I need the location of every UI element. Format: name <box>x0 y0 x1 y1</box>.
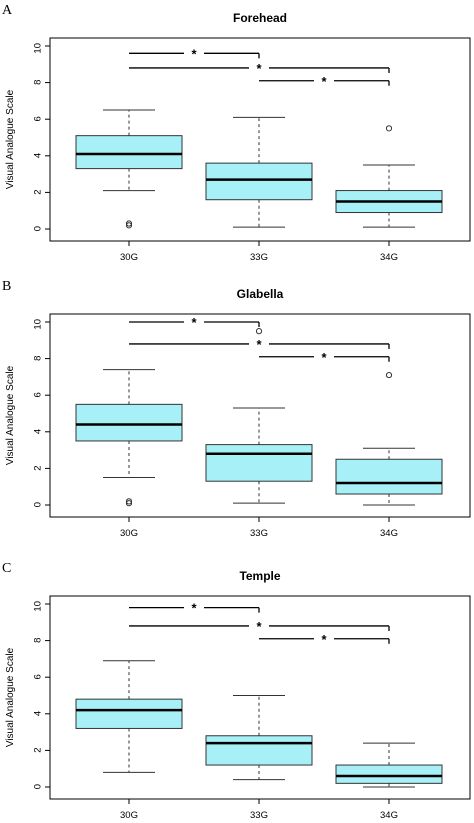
chart-title: Forehead <box>233 11 287 25</box>
significance-star: * <box>256 337 262 352</box>
y-tick-label: 8 <box>33 356 44 361</box>
y-axis-label: Visual Analogue Scale <box>5 89 16 189</box>
x-tick-label: 34G <box>380 528 398 539</box>
outlier-point <box>125 222 133 229</box>
panel-label: B <box>2 279 11 294</box>
significance-star: * <box>191 315 197 330</box>
y-tick-label: 8 <box>33 80 44 85</box>
significance-30g-34g: * <box>129 61 390 76</box>
panel-c: C Temple 0 2 4 6 8 10 Visual Analogue Scale 30G 33… <box>2 561 471 821</box>
y-tick-label: 2 <box>33 465 44 470</box>
box-34g <box>335 742 443 788</box>
chart-title: Glabella <box>237 287 284 301</box>
iqr-box <box>75 135 183 170</box>
y-tick-label: 6 <box>33 674 44 679</box>
significance-30g-33g: * <box>129 315 260 330</box>
iqr-box <box>205 162 313 201</box>
y-tick-label: 10 <box>33 601 44 612</box>
significance-30g-34g: * <box>129 619 390 634</box>
panel-a: A Forehead 0 2 4 6 8 10 Visual Analogue Scale 30G… <box>2 3 471 263</box>
x-tick-label: 30G <box>120 528 138 539</box>
significance-star: * <box>191 46 197 61</box>
y-tick-label: 8 <box>33 638 44 643</box>
significance-30g-33g: * <box>129 601 260 616</box>
x-tick-label: 30G <box>120 810 138 821</box>
panel-b: B Glabella 0 2 4 6 8 10 Visual Analogue Scale 30G… <box>2 279 471 539</box>
box-33g <box>205 695 313 781</box>
plot-frame <box>49 595 471 800</box>
box-34g <box>335 371 443 506</box>
significance-star: * <box>321 350 327 365</box>
significance-33g-34g: * <box>259 350 390 365</box>
outlier-point <box>255 328 263 335</box>
y-axis-label: Visual Analogue Scale <box>5 365 16 465</box>
x-tick-label: 33G <box>250 810 268 821</box>
significance-star: * <box>256 619 262 634</box>
y-tick-label: 10 <box>33 43 44 54</box>
chart-title: Temple <box>239 569 280 583</box>
y-tick-label: 0 <box>33 502 44 507</box>
iqr-box <box>205 735 313 766</box>
iqr-box <box>335 458 443 495</box>
x-tick-label: 33G <box>250 252 268 263</box>
x-tick-label: 34G <box>380 252 398 263</box>
significance-30g-34g: * <box>129 337 390 352</box>
box-30g <box>75 660 183 773</box>
box-34g <box>335 125 443 228</box>
significance-star: * <box>191 601 197 616</box>
iqr-box <box>205 444 313 482</box>
significance-30g-33g: * <box>129 46 260 61</box>
outlier-point <box>125 220 133 227</box>
plot-frame <box>49 313 471 518</box>
y-tick-label: 10 <box>33 319 44 330</box>
y-tick-label: 6 <box>33 116 44 121</box>
box-33g <box>205 328 313 504</box>
outlier-point <box>125 498 133 505</box>
iqr-box <box>75 403 183 442</box>
y-tick-label: 2 <box>33 189 44 194</box>
y-tick-label: 0 <box>33 226 44 231</box>
box-33g <box>205 116 313 228</box>
iqr-box <box>75 698 183 729</box>
y-tick-label: 4 <box>33 429 44 434</box>
outlier-point <box>385 125 393 132</box>
significance-star: * <box>321 74 327 89</box>
x-tick-label: 30G <box>120 252 138 263</box>
outlier-point <box>125 500 133 507</box>
box-30g <box>75 369 183 507</box>
x-tick-label: 34G <box>380 810 398 821</box>
box-30g <box>75 109 183 229</box>
plot-frame <box>49 37 471 242</box>
outlier-point <box>385 371 393 379</box>
significance-33g-34g: * <box>259 632 390 647</box>
significance-star: * <box>256 61 262 76</box>
y-tick-label: 4 <box>33 153 44 158</box>
y-tick-label: 2 <box>33 747 44 752</box>
panel-label: C <box>2 561 11 576</box>
iqr-box <box>335 764 443 784</box>
panel-label: A <box>2 3 13 18</box>
significance-star: * <box>321 632 327 647</box>
significance-33g-34g: * <box>259 74 390 89</box>
x-tick-label: 33G <box>250 528 268 539</box>
y-tick-label: 0 <box>33 784 44 789</box>
y-tick-label: 6 <box>33 392 44 397</box>
y-tick-label: 4 <box>33 711 44 716</box>
y-axis-label: Visual Analogue Scale <box>5 647 16 747</box>
